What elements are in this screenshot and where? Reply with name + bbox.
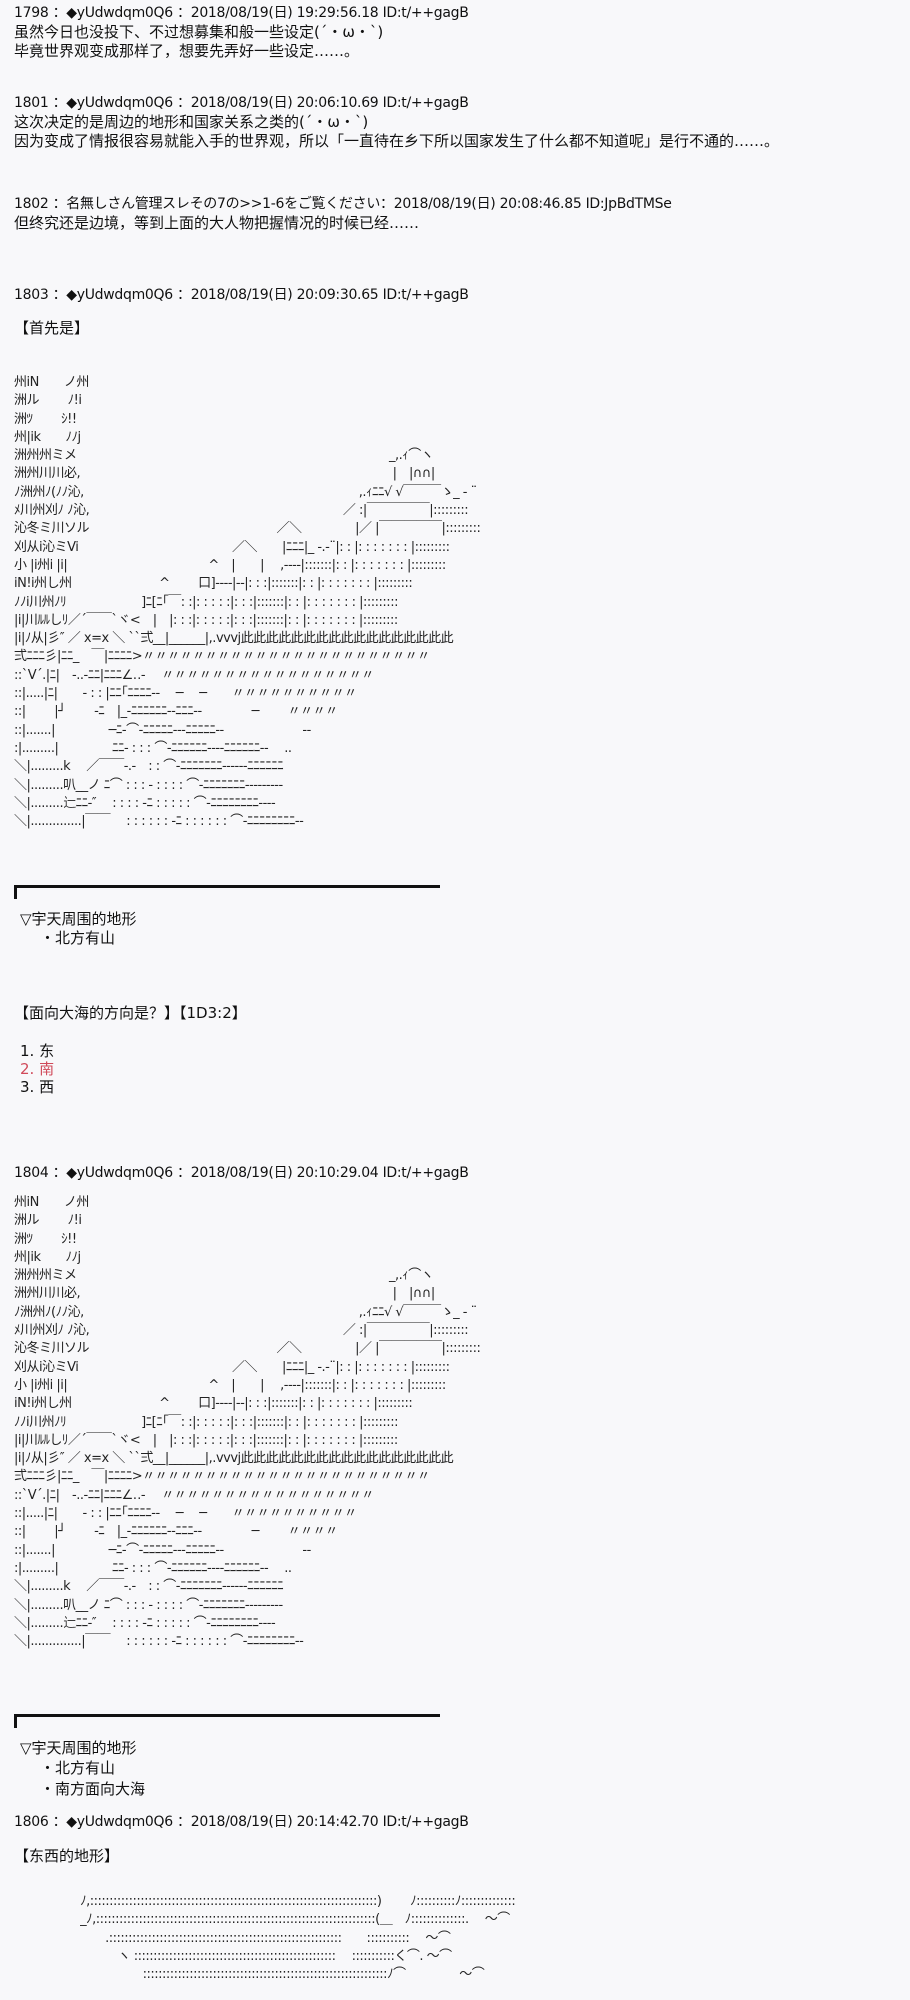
divider <box>14 1714 440 1728</box>
question-text: 【面向大海的方向是？】【1D3:2】 <box>14 1004 247 1022</box>
section-heading: 【东西的地形】 <box>14 1847 120 1865</box>
option-2-selected: 2. 南 <box>20 1060 55 1078</box>
post-header: 1803 ：◆yUdwdqm0Q6 ：2018/08/19(日) 20:09:3… <box>14 287 469 303</box>
terrain-item: ・北方有山 <box>40 929 116 947</box>
terrain-item: ・北方有山 <box>40 1759 116 1777</box>
post-body-line: 这次决定的是周边的地形和国家关系之类的(´・ω・`) <box>14 113 369 131</box>
post-body-line: 毕竟世界观变成那样了，想要先弄好一些设定……。 <box>14 42 360 60</box>
post-header: 1802 ：名無しさん管理スレその7の>>1-6をご覧ください：2018/08/… <box>14 196 672 212</box>
terrain-title: ▽宇天周围的地形 <box>20 910 137 928</box>
terrain-item: ・南方面向大海 <box>40 1780 146 1798</box>
post-header: 1798 ：◆yUdwdqm0Q6 ：2018/08/19(日) 19:29:5… <box>14 5 469 21</box>
post-body-line: 但终究还是边境，等到上面的大人物把握情况的时候已经…… <box>14 214 420 232</box>
post-header: 1801 ：◆yUdwdqm0Q6 ：2018/08/19(日) 20:06:1… <box>14 95 469 111</box>
option-1: 1. 东 <box>20 1042 55 1060</box>
terrain-title: ▽宇天周围的地形 <box>20 1739 137 1757</box>
post-body-line: 虽然今日也没投下、不过想募集和般一些设定(´・ω・`) <box>14 23 384 41</box>
post-header: 1804 ：◆yUdwdqm0Q6 ：2018/08/19(日) 20:10:2… <box>14 1165 469 1181</box>
post-header: 1806 ：◆yUdwdqm0Q6 ：2018/08/19(日) 20:14:4… <box>14 1814 469 1830</box>
ascii-art-terrain: ﾉ,::::::::::::::::::::::::::::::::::::::… <box>80 1894 516 1983</box>
ascii-art-city: 州iN ノ州 洲ル ﾉ!i 洲ﾂ ｼ!! 州|ik ﾉﾉj 洲州州ミメ _,.ｨ… <box>14 1195 481 1650</box>
option-3: 3. 西 <box>20 1078 55 1096</box>
ascii-art-city: 州iN ノ州 洲ル ﾉ!i 洲ﾂ ｼ!! 州|ik ﾉﾉj 洲州州ミメ _,.ｨ… <box>14 375 481 830</box>
section-heading: 【首先是】 <box>14 319 90 337</box>
post-body-line: 因为变成了情报很容易就能入手的世界观，所以「一直待在乡下所以国家发生了什么都不知… <box>14 132 780 150</box>
divider <box>14 885 440 899</box>
